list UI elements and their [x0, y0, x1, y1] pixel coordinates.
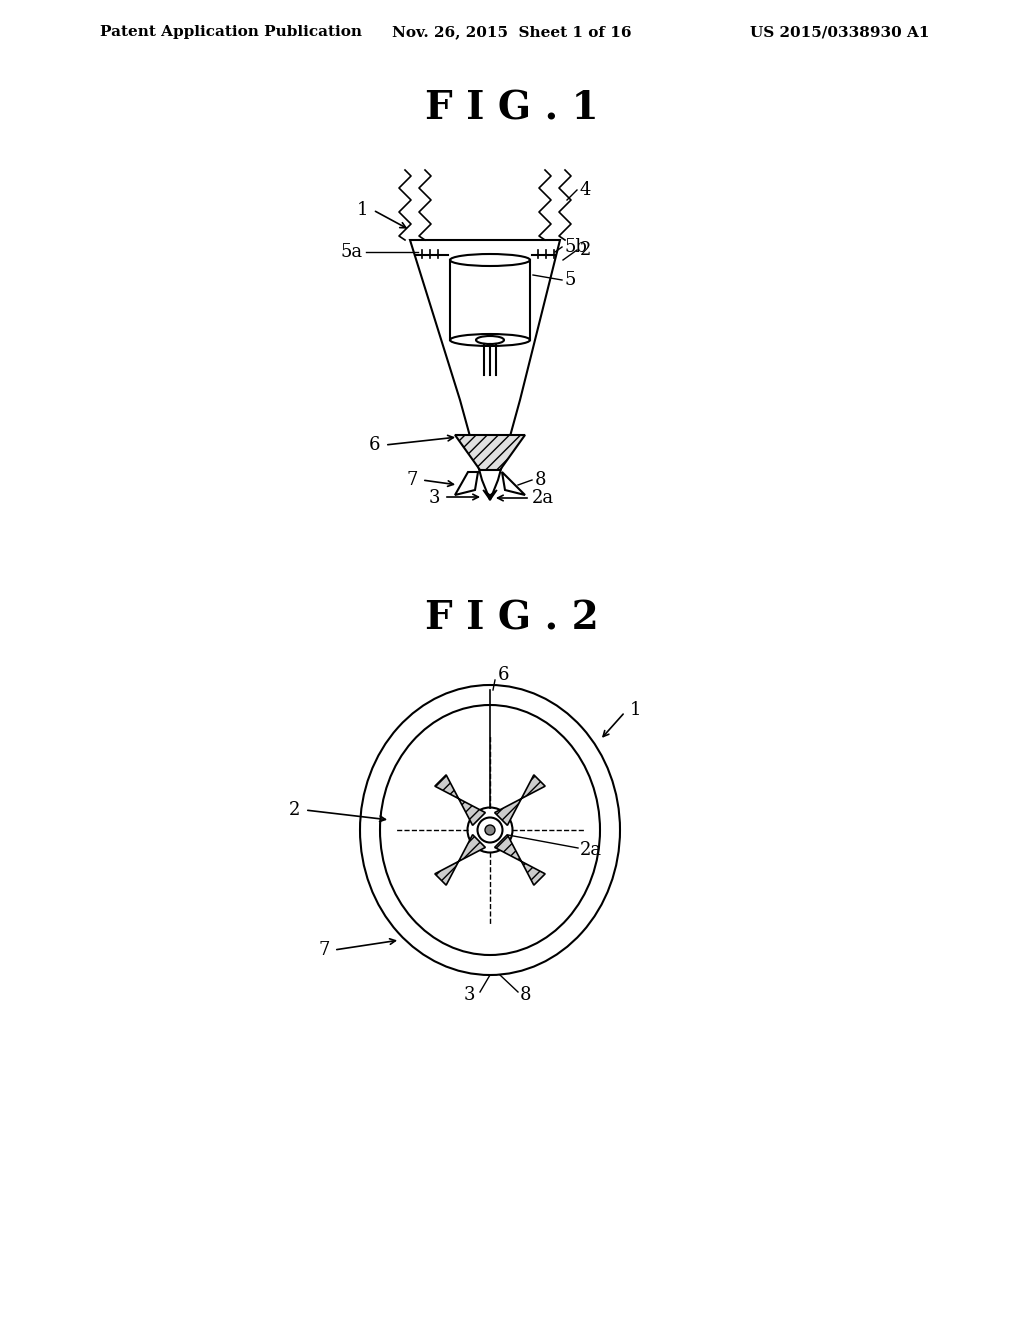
Polygon shape — [455, 436, 525, 470]
Text: 1: 1 — [630, 701, 641, 719]
Text: 5: 5 — [565, 271, 577, 289]
Text: 7: 7 — [407, 471, 418, 488]
Polygon shape — [495, 775, 545, 825]
Text: 2: 2 — [580, 242, 592, 259]
Text: 5b: 5b — [565, 238, 588, 256]
Text: 8: 8 — [535, 471, 547, 488]
Text: F I G . 1: F I G . 1 — [425, 90, 599, 128]
Text: 6: 6 — [369, 436, 380, 454]
Text: 2: 2 — [289, 801, 300, 818]
Text: Patent Application Publication: Patent Application Publication — [100, 25, 362, 40]
Text: 6: 6 — [498, 667, 510, 684]
Text: 2a: 2a — [532, 488, 554, 507]
Text: Nov. 26, 2015  Sheet 1 of 16: Nov. 26, 2015 Sheet 1 of 16 — [392, 25, 632, 40]
Text: 1: 1 — [356, 201, 368, 219]
Text: 7: 7 — [318, 941, 330, 960]
Text: F I G . 2: F I G . 2 — [425, 601, 599, 638]
Text: 2a: 2a — [580, 841, 602, 859]
Ellipse shape — [485, 825, 495, 836]
Text: 8: 8 — [520, 986, 531, 1005]
Text: 3: 3 — [428, 488, 440, 507]
Text: US 2015/0338930 A1: US 2015/0338930 A1 — [751, 25, 930, 40]
Text: 3: 3 — [464, 986, 475, 1005]
Polygon shape — [483, 490, 497, 500]
Polygon shape — [495, 834, 545, 886]
Text: 5a: 5a — [341, 243, 362, 261]
Text: 4: 4 — [580, 181, 592, 199]
Polygon shape — [435, 775, 485, 825]
Polygon shape — [435, 834, 485, 886]
